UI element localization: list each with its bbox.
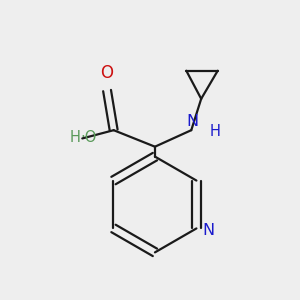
Text: H: H <box>209 124 220 139</box>
Text: O: O <box>100 64 114 82</box>
Text: N: N <box>202 223 214 238</box>
Text: H: H <box>70 130 81 145</box>
Text: ·O: ·O <box>81 130 97 145</box>
Text: N: N <box>186 113 198 128</box>
